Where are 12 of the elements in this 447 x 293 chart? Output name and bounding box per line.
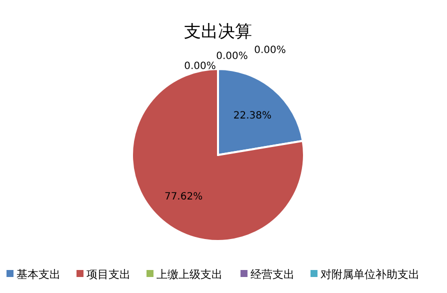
data-label: 22.38% <box>233 110 272 122</box>
text: 0.00% <box>216 51 248 62</box>
legend-label: 上缴上级支出 <box>156 268 222 281</box>
chart-title: 支出决算 <box>184 22 252 42</box>
data-label: 77.62% <box>164 192 203 203</box>
text: 0.00% <box>184 61 216 72</box>
legend-label: 项目支出 <box>86 268 130 281</box>
text: 0.00% <box>254 45 286 56</box>
pie-slice <box>131 68 305 242</box>
legend-label: 经营支出 <box>250 268 294 281</box>
legend-label: 对附属单位补助支出 <box>320 268 420 281</box>
legend-label: 基本支出 <box>16 268 60 281</box>
